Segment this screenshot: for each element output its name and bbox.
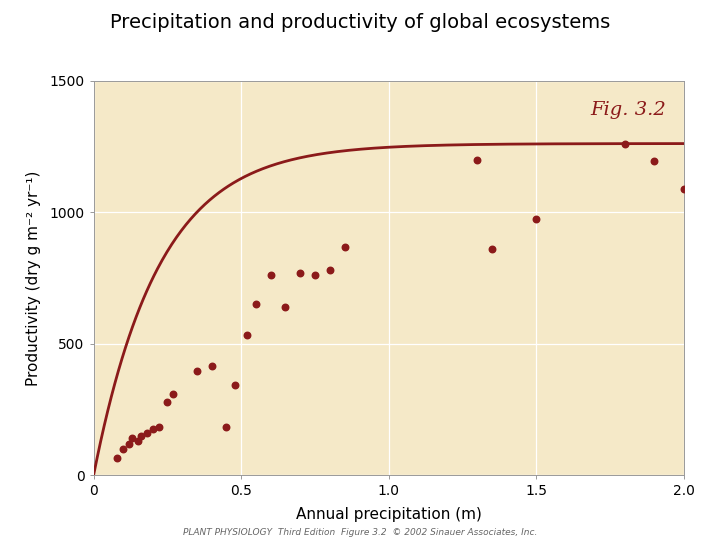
Point [153,422,164,431]
Point [220,422,232,431]
Point [123,440,135,448]
Point [230,380,241,389]
Point [531,215,542,224]
Text: Fig. 3.2: Fig. 3.2 [590,100,666,119]
Point [310,271,321,280]
Point [487,245,498,253]
Point [192,367,203,376]
Point [161,397,174,406]
Point [649,157,660,165]
Point [168,389,179,398]
Text: PLANT PHYSIOLOGY  Third Edition  Figure 3.2  © 2002 Sinauer Associates, Inc.: PLANT PHYSIOLOGY Third Edition Figure 3.… [183,528,537,537]
Point [294,268,306,277]
Point [472,156,483,164]
Point [135,431,147,440]
Point [141,429,153,437]
Point [324,266,336,274]
Point [126,434,138,443]
X-axis label: Annual precipitation (m): Annual precipitation (m) [296,507,482,522]
Y-axis label: Productivity (dry g m⁻² yr⁻¹): Productivity (dry g m⁻² yr⁻¹) [26,171,41,386]
Point [147,425,158,434]
Point [132,437,144,445]
Point [251,300,262,309]
Point [678,185,690,193]
Text: Precipitation and productivity of global ecosystems: Precipitation and productivity of global… [110,14,610,32]
Point [206,362,217,370]
Point [279,303,291,312]
Point [112,454,123,462]
Point [117,444,129,453]
Point [241,330,253,339]
Point [619,140,631,149]
Point [338,242,350,251]
Point [265,271,276,280]
